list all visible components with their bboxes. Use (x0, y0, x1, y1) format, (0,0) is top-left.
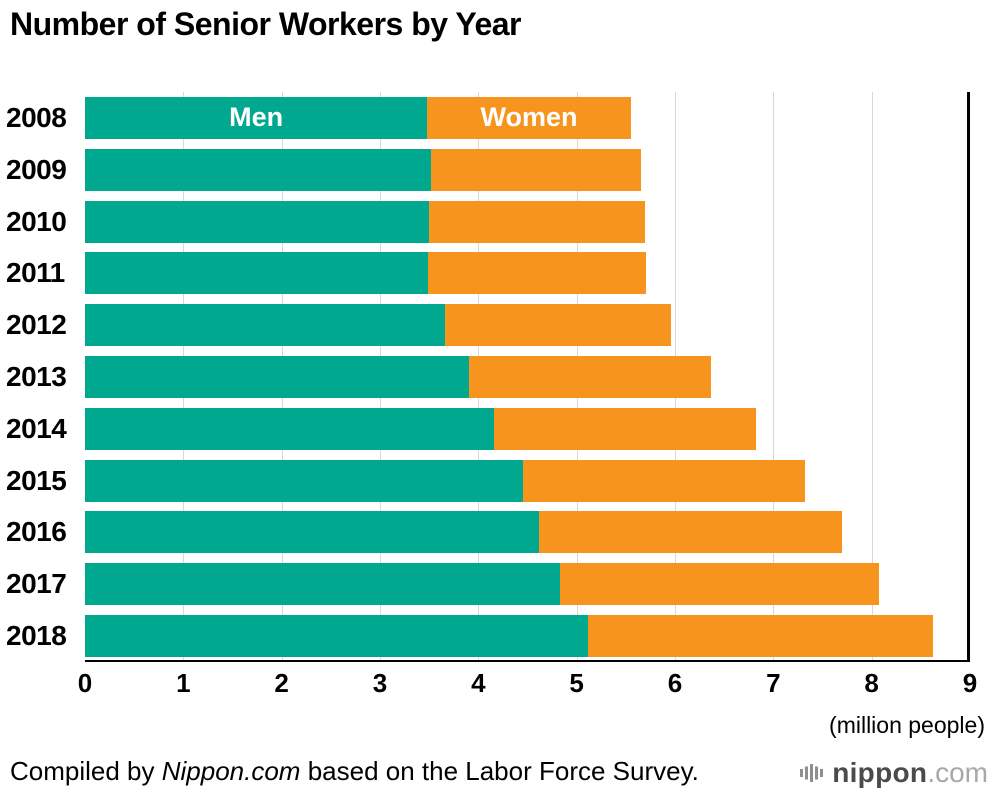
gridline (773, 92, 775, 660)
bar-segment-women (428, 252, 647, 295)
bar-segment-women (494, 407, 756, 450)
bar-row: 2013 (0, 351, 970, 403)
source-suffix: based on the Labor Force Survey. (300, 756, 699, 786)
x-tick-label: 7 (766, 668, 781, 698)
x-tick-label: 0 (77, 668, 93, 698)
bar-track (85, 148, 970, 191)
bar-segment-men (85, 459, 523, 502)
bar-segment-women (444, 304, 672, 347)
y-axis-label: 2009 (6, 153, 67, 185)
y-axis-label: 2011 (6, 257, 65, 289)
y-axis-label: 2016 (6, 516, 67, 548)
bar-segment-women (468, 355, 712, 398)
bar-segment-women (588, 615, 933, 658)
bar-segment-men (85, 200, 430, 243)
bar-segment-men (85, 511, 540, 554)
bar-row: 2016 (0, 507, 970, 559)
bar-row: 2008 Men Women (0, 92, 970, 144)
bar-track: Men Women (85, 96, 970, 139)
bar-segment-women (522, 459, 805, 502)
bar-segment-men (85, 563, 560, 606)
x-tick-label: 6 (667, 668, 683, 698)
y-axis-label: 2015 (6, 464, 67, 496)
bar-row: 2011 (0, 247, 970, 299)
bar-segment-women (539, 511, 843, 554)
nippon-logo: nippon .com (799, 757, 988, 789)
bar-row: 2009 (0, 144, 970, 196)
page-title: Number of Senior Workers by Year (10, 6, 522, 42)
x-tick-label: 2 (274, 668, 289, 698)
bar-segment-men: Men (85, 96, 428, 139)
x-axis-ticks: 0 1 2 3 4 5 6 7 8 9 (78, 668, 977, 700)
bar-segment-men (85, 252, 429, 295)
bar-segment-men (85, 304, 445, 347)
bar-row: 2017 (0, 558, 970, 610)
x-tick-label: 1 (176, 668, 191, 698)
bar-row: 2014 (0, 403, 970, 455)
bar-row: 2018 (0, 610, 970, 662)
x-tick-label: 3 (372, 668, 388, 698)
legend-label-women: Women (480, 102, 578, 133)
bar-track (85, 200, 970, 243)
bar-track (85, 511, 970, 554)
y-axis-label: 2017 (6, 568, 67, 600)
y-axis-label: 2014 (6, 412, 67, 444)
bar-row: 2012 (0, 299, 970, 351)
bar-track (85, 355, 970, 398)
bar-segment-men (85, 355, 469, 398)
bar-track (85, 407, 970, 450)
bar-track (85, 563, 970, 606)
bar-segment-men (85, 148, 432, 191)
bar-segment-men (85, 407, 495, 450)
y-axis-label: 2008 (6, 101, 67, 133)
bar-track (85, 615, 970, 658)
soundbars-icon (800, 764, 824, 782)
x-tick-label: 8 (864, 668, 879, 698)
axis-unit-label: (million people) (829, 712, 985, 738)
y-axis-label: 2013 (6, 360, 67, 392)
x-tick-label: 4 (471, 668, 486, 698)
axis-line-right (967, 92, 970, 660)
bar-track (85, 459, 970, 502)
y-axis-label: 2010 (6, 205, 67, 237)
logo-text: nippon (832, 757, 928, 788)
bar-track (85, 304, 970, 347)
bar-row: 2015 (0, 455, 970, 507)
source-name: Nippon.com (161, 756, 301, 786)
x-tick-label: 5 (569, 668, 584, 698)
bar-segment-women (559, 563, 879, 606)
bar-segment-women: Women (427, 96, 631, 139)
bar-segment-women (429, 200, 646, 243)
bar-segment-men (85, 615, 589, 658)
legend-label-men: Men (229, 102, 284, 133)
source-prefix: Compiled by (10, 756, 162, 786)
bar-track (85, 252, 970, 295)
y-axis-label: 2018 (6, 620, 67, 652)
bar-row: 2010 (0, 196, 970, 248)
source-note: Compiled by Nippon.com based on the Labo… (10, 756, 699, 787)
gridline (871, 92, 873, 660)
bar-rows: 2008 Men Women 2009 2010 2011 2012 2013 2014 2015… (0, 92, 970, 662)
bar-segment-women (431, 148, 641, 191)
logo-suffix: .com (927, 757, 988, 788)
y-axis-label: 2012 (6, 309, 67, 341)
x-tick-label: 9 (962, 668, 978, 698)
